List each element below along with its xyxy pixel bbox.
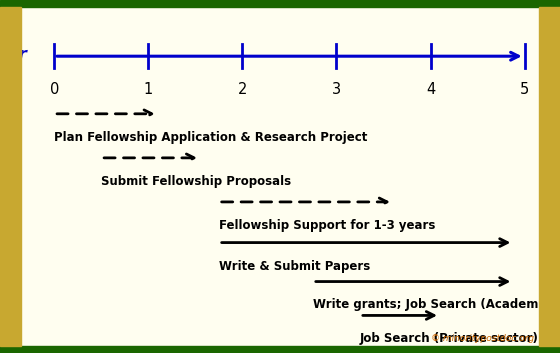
Text: 4: 4 [426, 82, 435, 97]
Text: Fellowship Support for 1-3 years: Fellowship Support for 1-3 years [219, 219, 435, 232]
Text: 3: 3 [332, 82, 341, 97]
Text: Write grants; Job Search (Academic): Write grants; Job Search (Academic) [313, 299, 554, 311]
Text: Year: Year [0, 46, 28, 64]
Text: 5: 5 [520, 82, 529, 97]
Text: 2: 2 [237, 82, 247, 97]
Text: Plan Fellowship Application & Research Project: Plan Fellowship Application & Research P… [54, 131, 367, 144]
Text: © minoritypostdoc.org: © minoritypostdoc.org [431, 334, 534, 342]
Text: Job Search (Private sector): Job Search (Private sector) [360, 333, 539, 345]
Text: 0: 0 [49, 82, 59, 97]
Text: Submit Fellowship Proposals: Submit Fellowship Proposals [101, 175, 291, 188]
Text: 1: 1 [144, 82, 153, 97]
Text: Write & Submit Papers: Write & Submit Papers [219, 259, 370, 273]
